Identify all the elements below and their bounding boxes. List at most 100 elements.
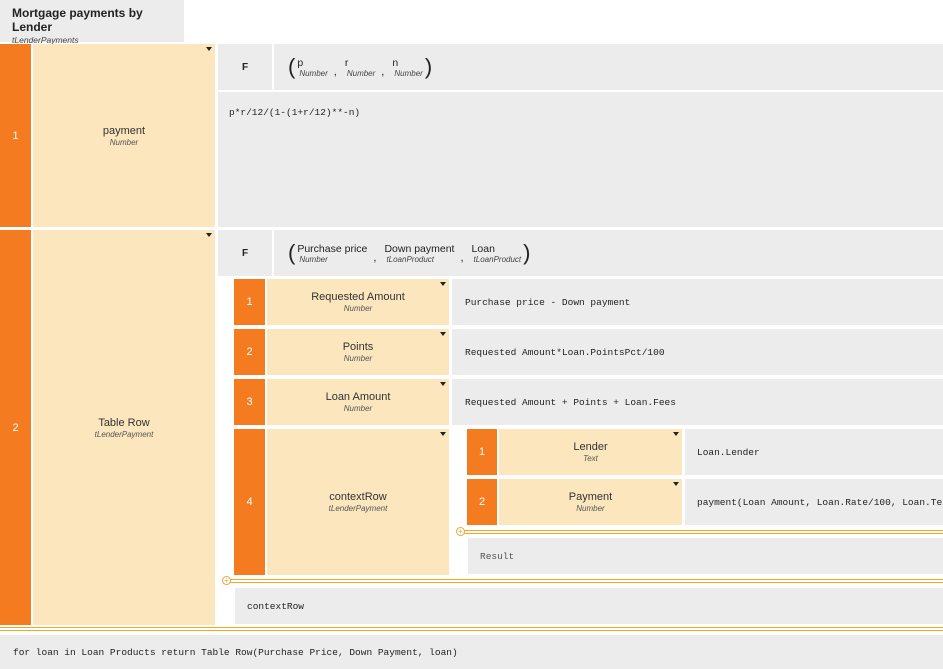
separator-line xyxy=(461,533,943,534)
comma: , xyxy=(333,66,337,78)
entry-expression[interactable]: Loan.Lender xyxy=(685,429,943,475)
chevron-down-icon[interactable] xyxy=(206,233,212,237)
parameter-type[interactable]: Number xyxy=(299,254,328,264)
add-entry-icon[interactable]: + xyxy=(456,527,465,536)
parameter-type[interactable]: tLoanProduct xyxy=(473,254,522,264)
function-kind-cell[interactable]: F xyxy=(218,230,272,276)
function-kind-label: F xyxy=(241,61,249,73)
chevron-down-icon[interactable] xyxy=(206,47,212,51)
parameter-name[interactable]: r xyxy=(344,56,349,69)
row-number-label: 1 xyxy=(478,446,486,458)
parameter[interactable]: Down payment tLoanProduct xyxy=(384,243,454,264)
parameter-list[interactable]: ( Purchase price Number , Down payment t… xyxy=(274,230,943,276)
entry-type[interactable]: Number xyxy=(109,137,139,147)
entry-type[interactable]: Number xyxy=(576,504,605,513)
parameter[interactable]: r Number xyxy=(345,57,375,78)
result-expression[interactable]: Result xyxy=(468,538,943,574)
parameter[interactable]: p Number xyxy=(297,57,327,78)
parameter-name[interactable]: Down payment xyxy=(384,242,455,255)
entry-name-cell[interactable]: Payment Number xyxy=(499,479,682,525)
row-number: 2 xyxy=(234,329,265,375)
entry-expression[interactable]: Requested Amount*Loan.PointsPct/100 xyxy=(452,329,943,375)
function-body-cell[interactable]: p*r/12/(1-(1+r/12)**-n) xyxy=(218,92,943,227)
separator-line xyxy=(227,582,943,583)
chevron-down-icon[interactable] xyxy=(673,432,679,436)
row-number: 2 xyxy=(0,230,31,625)
entry-type[interactable]: Number xyxy=(343,404,373,413)
entry-type[interactable]: Number xyxy=(343,354,373,363)
parameter-name[interactable]: p xyxy=(297,56,304,69)
row-number-label: 4 xyxy=(246,496,253,508)
function-kind-label: F xyxy=(241,247,249,259)
entry-expression[interactable]: Requested Amount + Points + Loan.Fees xyxy=(452,379,943,425)
entry-type[interactable]: Text xyxy=(583,454,598,463)
entry-name-cell[interactable]: Requested Amount Number xyxy=(267,279,449,325)
parameter-type[interactable]: Number xyxy=(299,68,328,78)
entry-name-cell[interactable]: payment Number xyxy=(33,44,215,227)
comma: , xyxy=(460,252,464,264)
parameter-name[interactable]: n xyxy=(392,56,399,69)
entry-name-cell[interactable]: Loan Amount Number xyxy=(267,379,449,425)
row-number-label: 1 xyxy=(12,129,19,142)
separator-line xyxy=(461,530,943,531)
parameter-type[interactable]: tLoanProduct xyxy=(386,254,435,264)
parameter-list[interactable]: ( p Number , r Number , n Number ) xyxy=(274,44,943,90)
separator-line xyxy=(227,579,943,580)
add-entry-icon[interactable]: + xyxy=(222,576,231,585)
function-kind-cell[interactable]: F xyxy=(218,44,272,90)
entry-name[interactable]: Payment xyxy=(568,491,613,503)
chevron-down-icon[interactable] xyxy=(440,382,446,386)
entry-expression[interactable]: payment(Loan Amount, Loan.Rate/100, Loan… xyxy=(685,479,943,525)
row-number: 2 xyxy=(467,479,497,525)
row-number-label: 2 xyxy=(12,421,19,434)
entry-name[interactable]: Lender xyxy=(573,441,608,453)
row-number: 1 xyxy=(234,279,265,325)
boxed-context-title[interactable]: Mortgage payments by Lender tLenderPayme… xyxy=(0,0,184,45)
chevron-down-icon[interactable] xyxy=(440,332,446,336)
final-result-expression[interactable]: for loan in Loan Products return Table R… xyxy=(0,635,943,669)
row-number: 1 xyxy=(467,429,497,475)
parameter[interactable]: n Number xyxy=(392,57,422,78)
result-expression[interactable]: contextRow xyxy=(235,588,943,624)
row-number: 3 xyxy=(234,379,265,425)
open-paren: ( xyxy=(288,54,296,79)
separator-line xyxy=(0,630,943,631)
entry-name[interactable]: Requested Amount xyxy=(311,291,405,303)
comma: , xyxy=(373,252,377,264)
parameter-name[interactable]: Purchase price xyxy=(297,242,368,255)
context-name[interactable]: Mortgage payments by Lender xyxy=(12,6,143,34)
parameter-type[interactable]: Number xyxy=(346,68,376,78)
entry-name-cell[interactable]: Lender Text xyxy=(499,429,682,475)
parameter[interactable]: Loan tLoanProduct xyxy=(472,243,522,264)
entry-type[interactable]: Number xyxy=(343,304,373,313)
entry-name-cell[interactable]: Table Row tLenderPayment xyxy=(33,230,215,625)
comma: , xyxy=(381,66,385,78)
open-paren: ( xyxy=(288,240,296,265)
close-paren: ) xyxy=(523,240,531,265)
row-number-label: 1 xyxy=(246,296,253,308)
close-paren: ) xyxy=(424,54,433,79)
entry-name[interactable]: Loan Amount xyxy=(325,391,391,403)
parameter-type[interactable]: Number xyxy=(394,68,423,78)
parameter[interactable]: Purchase price Number xyxy=(297,243,367,264)
row-number: 1 xyxy=(0,44,31,227)
entry-name-cell[interactable]: Points Number xyxy=(267,329,449,375)
chevron-down-icon[interactable] xyxy=(440,432,446,436)
separator-line xyxy=(0,627,943,628)
entry-name[interactable]: Table Row xyxy=(98,416,150,429)
entry-type[interactable]: tLenderPayment xyxy=(328,504,388,513)
entry-name-cell[interactable]: contextRow tLenderPayment xyxy=(267,429,449,575)
entry-name[interactable]: payment xyxy=(102,124,146,137)
entry-name[interactable]: Points xyxy=(342,341,374,353)
chevron-down-icon[interactable] xyxy=(673,482,679,486)
context-type[interactable]: tLenderPayments xyxy=(12,35,79,45)
function-body-expression[interactable]: p*r/12/(1-(1+r/12)**-n) xyxy=(229,107,361,118)
entry-expression[interactable]: Purchase price - Down payment xyxy=(452,279,943,325)
row-number: 4 xyxy=(234,429,265,575)
entry-type[interactable]: tLenderPayment xyxy=(94,429,154,439)
row-number-label: 2 xyxy=(478,496,486,508)
row-number-label: 3 xyxy=(246,396,253,408)
entry-name[interactable]: contextRow xyxy=(329,491,387,503)
parameter-name[interactable]: Loan xyxy=(471,242,495,255)
chevron-down-icon[interactable] xyxy=(440,282,446,286)
